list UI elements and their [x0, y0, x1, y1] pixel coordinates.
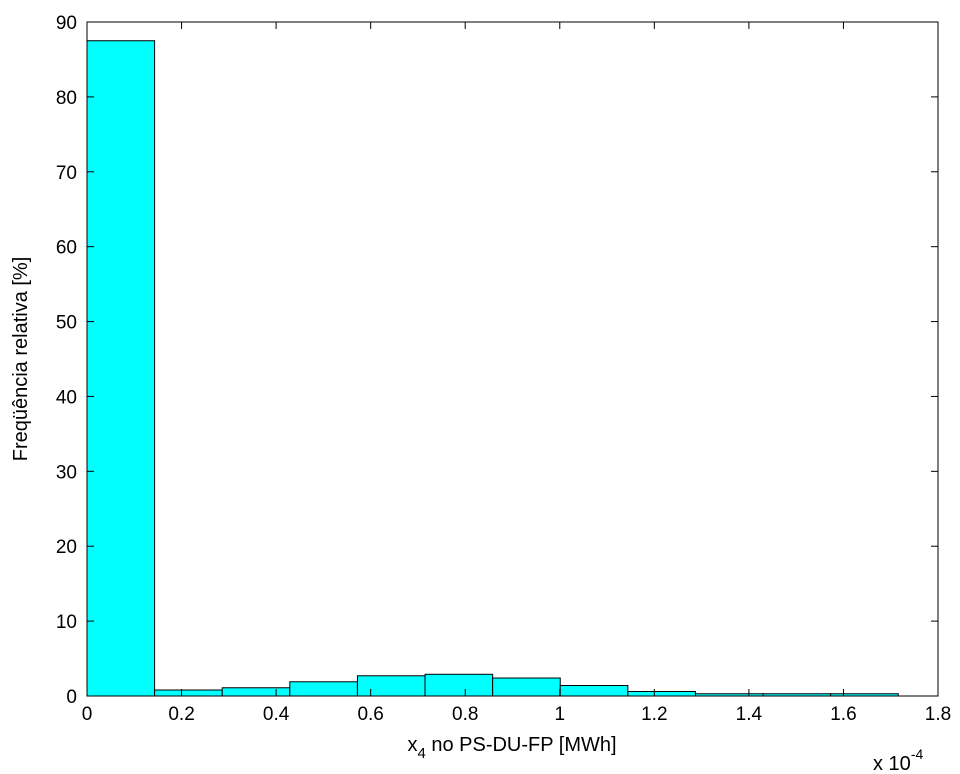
x-tick-label: 0.2	[168, 704, 194, 725]
y-axis-ticks: 0 10 20 30 40 50 60 70 80 90	[56, 13, 938, 708]
x-tick-label: 0.4	[263, 704, 290, 725]
histogram-bar	[86, 40, 156, 697]
y-tick-label: 90	[56, 13, 77, 34]
x-tick-label: 0	[82, 704, 93, 725]
plot-area	[87, 22, 938, 696]
x-tick-label: 1.6	[830, 704, 856, 725]
y-tick-label: 40	[56, 387, 77, 408]
y-tick-label: 50	[56, 313, 77, 334]
histogram-bar	[492, 677, 561, 697]
x-tick-label: 1.2	[641, 704, 667, 725]
y-axis-title: Freqüência relativa [%]	[10, 257, 32, 462]
x-axis-ticks: 0 0.2 0.4 0.6 0.8 1 1.2 1.4 1.6 1.8	[82, 22, 951, 725]
plot-frame	[86, 21, 939, 697]
histogram-bar	[559, 685, 629, 697]
x-axis-multiplier: x 10-4	[873, 746, 923, 774]
x-tick-label: 1	[554, 704, 565, 725]
x-axis-title: x4 no PS-DU-FP [MWh]	[407, 734, 616, 762]
histogram-bar	[289, 681, 358, 697]
y-tick-label: 60	[56, 238, 77, 259]
histogram-bar	[627, 691, 696, 697]
histogram-bar	[356, 675, 426, 697]
y-tick-label: 80	[56, 88, 77, 109]
histogram-bar	[154, 689, 223, 697]
y-tick-label: 70	[56, 163, 77, 184]
y-tick-label: 30	[56, 462, 77, 483]
histogram-bar	[424, 673, 494, 697]
y-tick-label: 10	[56, 612, 77, 633]
x-tick-label: 1.4	[736, 704, 763, 725]
x-tick-label: 0.6	[357, 704, 383, 725]
y-tick-label: 20	[56, 537, 77, 558]
histogram-bar	[221, 687, 291, 697]
y-tick-label: 0	[66, 687, 77, 708]
x-tick-label: 1.8	[925, 704, 951, 725]
x-tick-label: 0.8	[452, 704, 478, 725]
